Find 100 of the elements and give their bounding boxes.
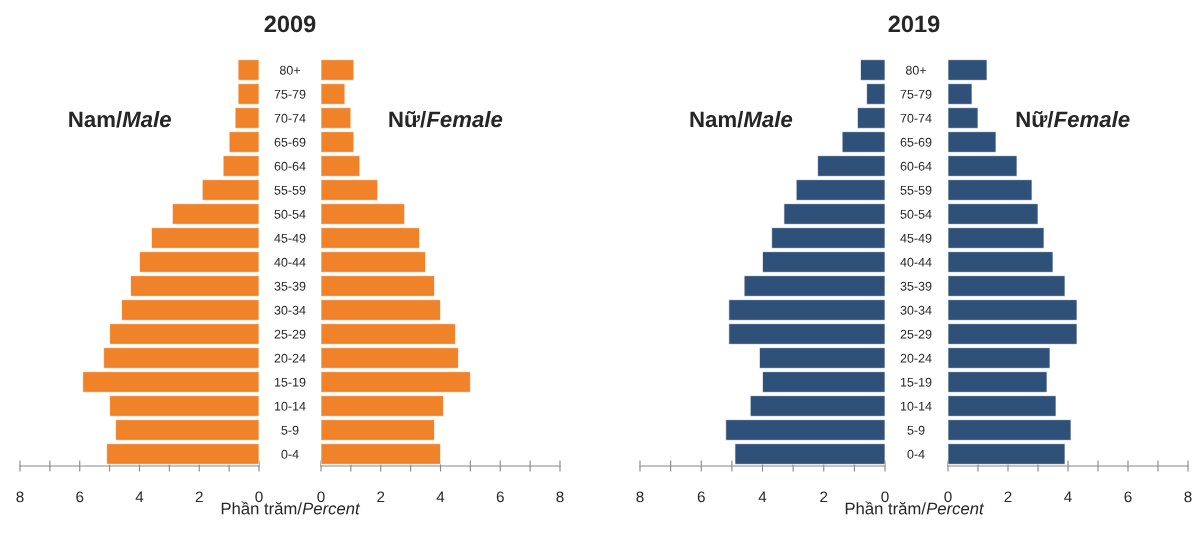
bar bbox=[321, 131, 355, 153]
x-tick-label: 8 bbox=[556, 491, 564, 503]
bar bbox=[103, 347, 259, 369]
x-axis-title: Phần trăm/Percent bbox=[221, 501, 361, 515]
bar bbox=[82, 371, 259, 393]
bar bbox=[321, 251, 426, 273]
bar bbox=[948, 395, 1057, 417]
x-tick-label: 2 bbox=[820, 491, 828, 503]
y-tick-label: 65-69 bbox=[900, 137, 932, 147]
bar bbox=[321, 299, 441, 321]
bar bbox=[857, 107, 885, 129]
y-tick-label: 45-49 bbox=[274, 233, 306, 243]
bar bbox=[948, 155, 1018, 177]
y-tick-label: 5-9 bbox=[281, 425, 299, 435]
y-tick-label: 35-39 bbox=[900, 281, 932, 291]
bar bbox=[321, 419, 435, 441]
y-tick-label: 60-64 bbox=[274, 161, 306, 171]
x-tick-label: 4 bbox=[758, 491, 767, 503]
bar bbox=[201, 179, 259, 201]
bar bbox=[948, 227, 1045, 249]
bar bbox=[866, 83, 885, 105]
bar bbox=[948, 179, 1033, 201]
x-tick-label: 0 bbox=[317, 491, 325, 503]
bar bbox=[728, 299, 885, 321]
y-tick-label: 35-39 bbox=[274, 281, 306, 291]
y-tick-label: 55-59 bbox=[274, 185, 306, 195]
y-tick-label: 10-14 bbox=[274, 401, 306, 411]
bar bbox=[321, 323, 456, 345]
bar bbox=[321, 179, 379, 201]
bar bbox=[222, 155, 259, 177]
text: Nam/Male bbox=[69, 110, 171, 128]
bar bbox=[948, 299, 1078, 321]
bar bbox=[321, 155, 361, 177]
x-tick-label: 4 bbox=[1064, 491, 1072, 503]
y-tick-label: 80+ bbox=[279, 65, 300, 75]
y-tick-label: 15-19 bbox=[274, 377, 306, 387]
bar bbox=[725, 419, 885, 441]
bar bbox=[728, 323, 885, 345]
chart-title: 2019 bbox=[888, 15, 940, 33]
x-tick-label: 0 bbox=[881, 491, 889, 503]
y-tick-label: 5-9 bbox=[907, 425, 925, 435]
bar bbox=[948, 347, 1051, 369]
bar bbox=[237, 59, 259, 81]
bar bbox=[783, 203, 885, 225]
y-tick-label: 10-14 bbox=[900, 401, 932, 411]
y-tick-label: 25-29 bbox=[900, 329, 932, 339]
y-tick-label: 50-54 bbox=[274, 209, 306, 219]
x-tick-label: 4 bbox=[135, 491, 144, 503]
y-tick-label: 80+ bbox=[905, 65, 926, 75]
bar bbox=[743, 275, 885, 297]
bar bbox=[948, 107, 979, 129]
bar bbox=[139, 251, 259, 273]
bar bbox=[795, 179, 885, 201]
series-label: Nữ/Female bbox=[389, 110, 503, 128]
x-tick-label: 6 bbox=[697, 491, 705, 503]
bar bbox=[321, 107, 352, 129]
bar bbox=[948, 443, 1066, 465]
y-tick-label: 0-4 bbox=[281, 449, 299, 459]
bar bbox=[321, 59, 355, 81]
bar bbox=[948, 419, 1072, 441]
bar bbox=[228, 131, 259, 153]
x-tick-label: 2 bbox=[377, 491, 385, 503]
bar bbox=[321, 395, 444, 417]
bar bbox=[321, 275, 435, 297]
bar bbox=[237, 83, 259, 105]
y-tick-label: 60-64 bbox=[900, 161, 932, 171]
bar bbox=[172, 203, 259, 225]
bar bbox=[130, 275, 259, 297]
x-tick-label: 2 bbox=[195, 491, 203, 503]
y-tick-label: 70-74 bbox=[274, 113, 306, 123]
bar bbox=[860, 59, 885, 81]
x-tick-label: 0 bbox=[944, 491, 952, 503]
bar bbox=[948, 275, 1066, 297]
bar bbox=[321, 347, 459, 369]
y-tick-label: 15-19 bbox=[900, 377, 932, 387]
x-tick-label: 0 bbox=[255, 491, 263, 503]
chart-title: 2009 bbox=[264, 15, 316, 33]
x-tick-label: 8 bbox=[1184, 491, 1192, 503]
bar bbox=[948, 83, 973, 105]
y-tick-label: 55-59 bbox=[900, 185, 932, 195]
x-tick-label: 6 bbox=[76, 491, 84, 503]
bar bbox=[321, 443, 441, 465]
y-tick-label: 20-24 bbox=[900, 353, 932, 363]
y-tick-label: 40-44 bbox=[274, 257, 306, 267]
y-tick-label: 20-24 bbox=[274, 353, 306, 363]
y-tick-label: 45-49 bbox=[900, 233, 932, 243]
bar bbox=[106, 443, 259, 465]
bar bbox=[321, 203, 405, 225]
bar bbox=[321, 371, 471, 393]
y-tick-label: 75-79 bbox=[274, 89, 306, 99]
bar bbox=[321, 83, 346, 105]
bar bbox=[948, 371, 1048, 393]
bar bbox=[321, 227, 420, 249]
bar bbox=[948, 323, 1078, 345]
y-tick-label: 65-69 bbox=[274, 137, 306, 147]
bar bbox=[734, 443, 885, 465]
bar bbox=[948, 203, 1039, 225]
y-tick-label: 70-74 bbox=[900, 113, 932, 123]
bar bbox=[234, 107, 259, 129]
y-tick-label: 75-79 bbox=[900, 89, 932, 99]
